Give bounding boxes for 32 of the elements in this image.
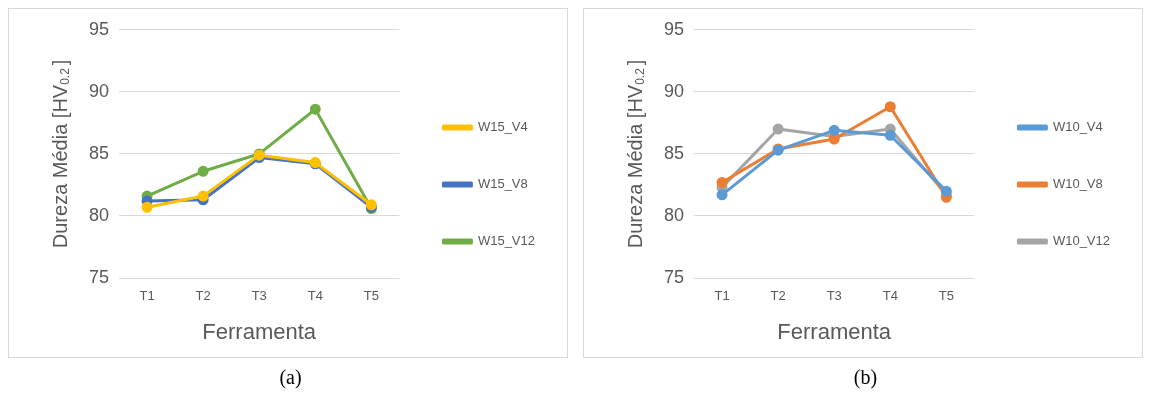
legend-label: W15_V12 <box>477 233 535 249</box>
y-tick-label: 95 <box>663 18 685 39</box>
y-tick-label: 85 <box>88 142 110 163</box>
x-tick-label: T5 <box>363 288 379 304</box>
x-tick-label: T3 <box>251 288 267 304</box>
y-tick-label: 90 <box>88 80 110 101</box>
x-tick-label: T2 <box>770 288 786 304</box>
legend-label: W10_V8 <box>1052 176 1103 192</box>
y-axis-title: Dureza Média [HV0.2] <box>623 59 648 249</box>
x-tick-label: T5 <box>938 288 954 304</box>
y-tick-label: 80 <box>663 204 685 225</box>
legend-label: W10_V12 <box>1052 233 1110 249</box>
y-tick-label: 75 <box>88 266 110 287</box>
text: (b) <box>852 366 879 389</box>
x-tick-label: T1 <box>139 288 155 304</box>
y-tick-label: 95 <box>88 18 110 39</box>
y-axis-title: Dureza Média [HV0.2] <box>48 59 73 249</box>
y-tick-label: 80 <box>88 204 110 225</box>
legend-label: W15_V8 <box>477 176 528 192</box>
legend-label: W15_V4 <box>477 119 528 135</box>
x-tick-label: T4 <box>882 288 898 304</box>
y-tick-label: 85 <box>663 142 685 163</box>
text: (a) <box>278 366 303 389</box>
x-tick-label: T1 <box>714 288 730 304</box>
x-tick-label: T3 <box>826 288 842 304</box>
x-axis-title: Ferramenta <box>777 318 892 344</box>
x-axis-title: Ferramenta <box>202 318 317 344</box>
legend-label: W10_V4 <box>1052 119 1103 135</box>
x-tick-label: T2 <box>195 288 211 304</box>
y-tick-label: 90 <box>663 80 685 101</box>
y-tick-label: 75 <box>663 266 685 287</box>
x-tick-label: T4 <box>307 288 323 304</box>
